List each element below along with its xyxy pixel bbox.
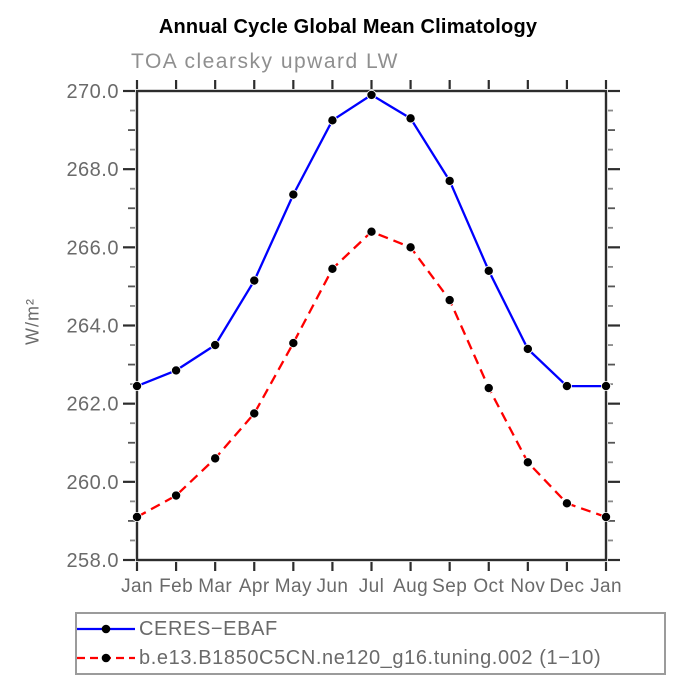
- data-point-marker: [405, 113, 416, 124]
- data-point-marker: [601, 512, 612, 523]
- x-tick-label: Feb: [159, 576, 193, 597]
- legend-dashed-line-sample: [77, 653, 135, 663]
- data-point-marker: [327, 263, 338, 274]
- data-point-marker: [288, 338, 299, 349]
- data-point-marker: [561, 381, 572, 392]
- chart-subtitle: TOA clearsky upward LW: [131, 50, 399, 73]
- data-point-marker: [288, 189, 299, 200]
- data-point-marker: [405, 242, 416, 253]
- data-point-marker: [131, 512, 142, 523]
- y-tick-label: 262.0: [66, 394, 119, 416]
- chart-title: Annual Cycle Global Mean Climatology: [158, 16, 538, 38]
- data-point-marker: [522, 343, 533, 354]
- x-tick-label: Jul: [359, 576, 385, 597]
- y-tick-label: 268.0: [66, 159, 119, 181]
- series-line-1: [136, 230, 607, 519]
- data-point-marker: [171, 490, 182, 501]
- data-point-marker: [210, 340, 221, 351]
- data-point-marker: [444, 295, 455, 306]
- data-point-marker: [210, 453, 221, 464]
- series-line-0: [136, 93, 606, 388]
- x-tick-label: Aug: [393, 576, 428, 597]
- data-point-marker: [366, 89, 377, 100]
- legend-label-ceres-ebaf: CERES−EBAF: [139, 617, 278, 640]
- y-tick-label: 266.0: [66, 237, 119, 259]
- data-point-marker: [249, 408, 260, 419]
- x-tick-label: Mar: [198, 576, 232, 597]
- x-tick-label: May: [275, 576, 312, 597]
- x-tick-label: Oct: [473, 576, 504, 597]
- data-point-marker: [131, 381, 142, 392]
- data-point-marker: [601, 381, 612, 392]
- data-point-marker: [171, 365, 182, 376]
- data-point-marker: [327, 115, 338, 126]
- y-tick-label: 260.0: [66, 472, 119, 494]
- data-point-marker: [249, 275, 260, 286]
- x-tick-label: Apr: [239, 576, 270, 597]
- data-point-marker: [561, 498, 572, 509]
- data-point-marker: [444, 175, 455, 186]
- plot-area: Jan Feb Mar Apr May Jun Jul Aug Sep Oct Nov Dec Jan2…: [66, 80, 622, 597]
- data-point-marker: [522, 457, 533, 468]
- x-tick-label: Sep: [432, 576, 467, 597]
- legend-marker-icon: [101, 653, 111, 663]
- legend-marker-icon: [101, 624, 111, 634]
- x-tick-label: Dec: [549, 576, 584, 597]
- x-tick-label: Jan: [121, 576, 153, 597]
- x-tick-label: Jan: [590, 576, 622, 597]
- y-tick-label: 258.0: [66, 550, 119, 572]
- data-point-marker: [483, 265, 494, 276]
- y-tick-label: 270.0: [66, 81, 119, 103]
- legend-solid-line-sample: [77, 624, 135, 634]
- legend-item-model-run: b.e13.B1850C5CN.ne120_g16.tuning.002 (1−…: [77, 644, 664, 672]
- axis-frame: [135, 89, 608, 562]
- legend: CERES−EBAF b.e13.B1850C5CN.ne120_g16.tun…: [75, 612, 666, 675]
- y-tick-label: 264.0: [66, 316, 119, 338]
- legend-label-model-run: b.e13.B1850C5CN.ne120_g16.tuning.002 (1−…: [139, 646, 602, 669]
- data-point-marker: [366, 226, 377, 237]
- x-tick-label: Jun: [316, 576, 348, 597]
- data-point-marker: [483, 383, 494, 394]
- legend-item-ceres-ebaf: CERES−EBAF: [77, 615, 664, 643]
- x-tick-label: Nov: [510, 576, 545, 597]
